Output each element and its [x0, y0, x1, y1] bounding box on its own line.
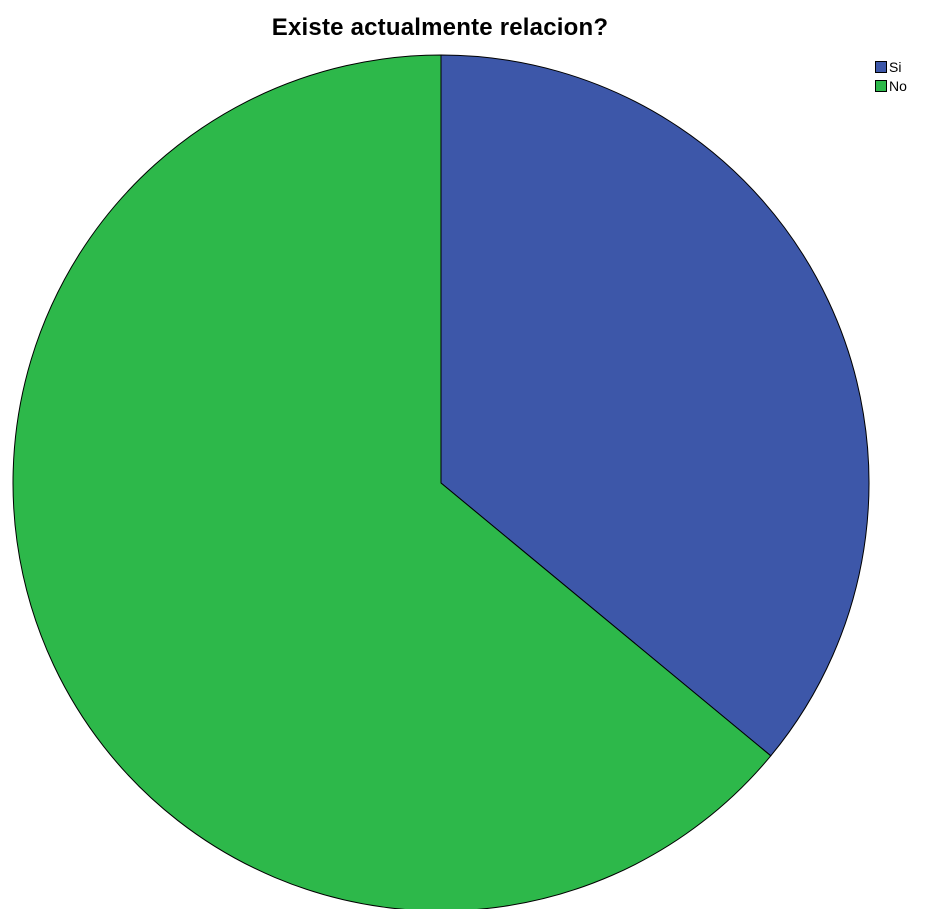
legend-item-no: No [875, 76, 907, 95]
legend-label-no: No [889, 77, 907, 94]
legend-label-si: Si [889, 58, 902, 75]
pie-slice-no [12, 54, 772, 909]
pie-slice-si [440, 54, 870, 757]
legend: Si No [875, 57, 907, 95]
legend-swatch-si [875, 60, 887, 73]
pie-slices [12, 54, 870, 909]
chart-title: Existe actualmente relacion? [271, 14, 609, 41]
legend-item-si: Si [875, 57, 907, 76]
legend-swatch-no [875, 79, 887, 92]
